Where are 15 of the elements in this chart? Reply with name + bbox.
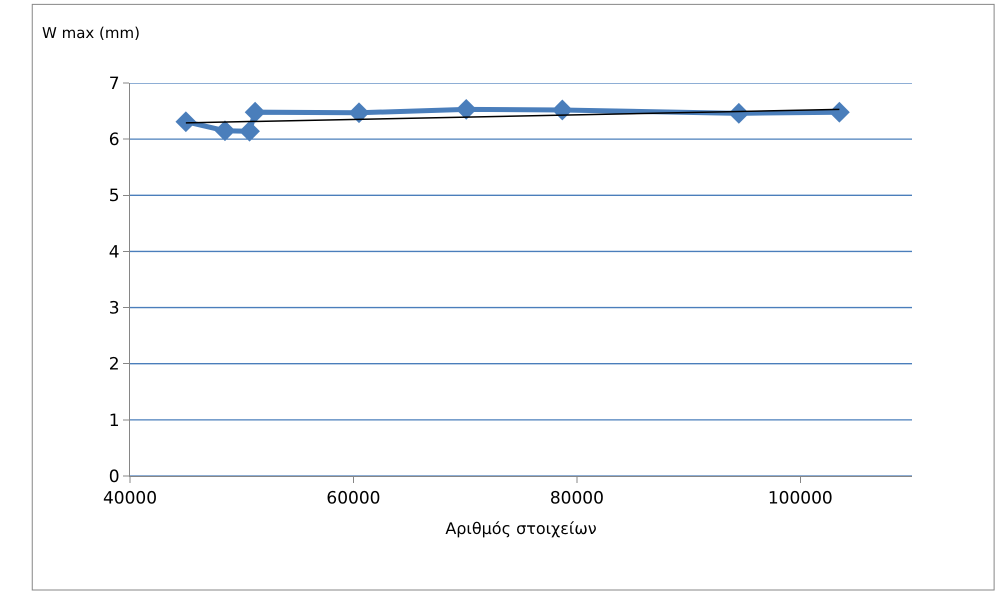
point bbox=[175, 111, 196, 132]
x-tick-label: 80000 bbox=[550, 488, 604, 508]
y-axis-title: W max (mm) bbox=[42, 24, 140, 42]
x-tick-label: 100000 bbox=[768, 488, 833, 508]
x-axis-title: Αριθμός στοιχείων bbox=[445, 519, 597, 538]
y-tick-label: 7 bbox=[108, 74, 120, 94]
y-tick-label: 0 bbox=[108, 466, 120, 487]
y-tick-label: 3 bbox=[108, 298, 120, 319]
y-tick-label: 2 bbox=[108, 354, 120, 375]
x-tick-label: 40000 bbox=[102, 488, 158, 508]
y-tick-label: 6 bbox=[108, 130, 120, 150]
y-tick-label: 5 bbox=[108, 186, 120, 206]
y-tick-label: 1 bbox=[108, 410, 120, 431]
y-tick-label: 4 bbox=[108, 242, 120, 262]
x-tick-label: 60000 bbox=[326, 488, 380, 508]
